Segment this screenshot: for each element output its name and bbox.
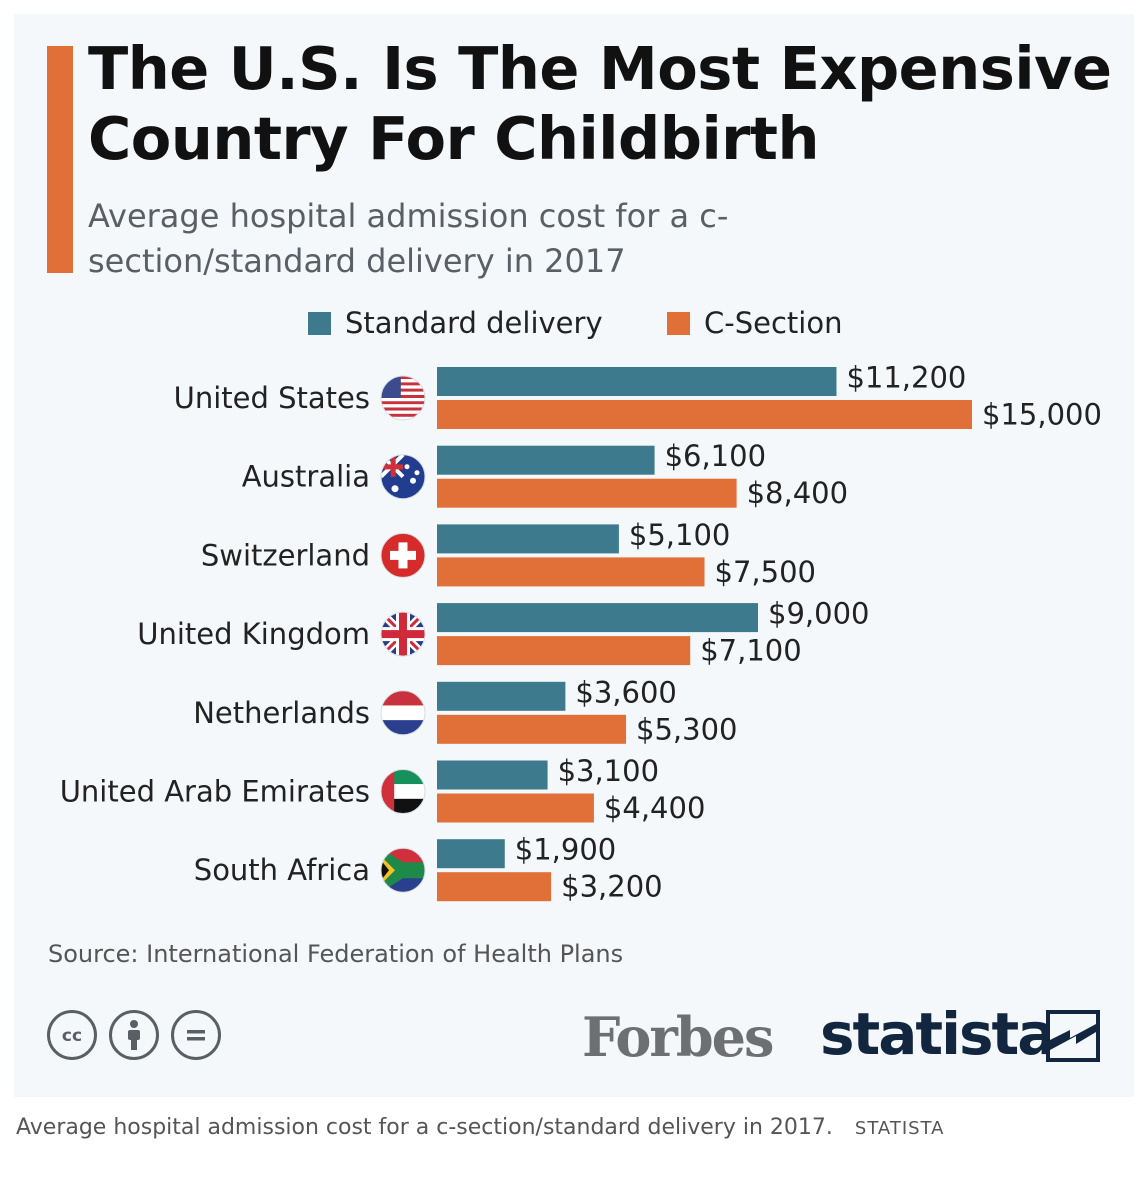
- bar-csection: [437, 557, 705, 587]
- value-label-standard: $9,000: [768, 597, 869, 631]
- legend-swatch-standard: [308, 311, 331, 335]
- source-note: Source: International Federation of Heal…: [48, 940, 624, 968]
- south-africa-flag-icon: [380, 847, 426, 893]
- legend-label-csection: C-Section: [704, 306, 843, 340]
- value-label-csection: $7,500: [715, 555, 816, 589]
- category-label: United States: [174, 381, 370, 415]
- bar-standard: [437, 681, 566, 711]
- chart-subtitle: Average hospital admission cost for a c-…: [88, 197, 729, 280]
- category-label: United Arab Emirates: [60, 775, 370, 809]
- bar-standard: [437, 760, 548, 790]
- bar-standard: [437, 603, 758, 633]
- value-label-csection: $7,100: [700, 634, 801, 668]
- value-label-csection: $5,300: [636, 712, 737, 746]
- value-label-standard: $11,200: [846, 361, 966, 395]
- bar-csection: [437, 636, 691, 666]
- no-derivatives-icon: [171, 1010, 221, 1060]
- cc-icon: cc: [47, 1010, 97, 1060]
- caption-text: Average hospital admission cost for a c-…: [16, 1115, 833, 1140]
- license-icons: cc: [47, 1010, 221, 1060]
- svg-text:cc: cc: [62, 1026, 82, 1046]
- value-label-standard: $3,600: [575, 675, 676, 709]
- legend-swatch-csection: [667, 311, 690, 335]
- value-label-standard: $5,100: [629, 518, 730, 552]
- bar-standard: [437, 367, 837, 396]
- statista-mark-icon: [1046, 1010, 1100, 1062]
- value-label-standard: $1,900: [515, 833, 616, 867]
- legend-item-standard: Standard delivery: [308, 306, 603, 340]
- switzerland-flag-icon: [380, 532, 426, 578]
- chart-title: The U.S. Is The Most Expensive Country F…: [88, 34, 1112, 173]
- category-label: Netherlands: [193, 696, 370, 730]
- bar-standard: [437, 839, 505, 869]
- caption-credit: STATISTA: [854, 1118, 945, 1139]
- legend-label-standard: Standard delivery: [345, 306, 603, 340]
- bar-csection: [437, 872, 552, 902]
- title-accent-bar: [47, 46, 73, 273]
- bar-csection: [437, 400, 972, 429]
- legend: Standard delivery C-Section: [0, 306, 1141, 346]
- forbes-logo: Forbes: [582, 1005, 774, 1069]
- category-label: Australia: [242, 460, 370, 494]
- legend-item-csection: C-Section: [667, 306, 842, 340]
- bar-standard: [437, 445, 655, 475]
- australia-flag-icon: [380, 454, 426, 500]
- value-label-standard: $6,100: [665, 439, 766, 473]
- value-label-csection: $8,400: [747, 476, 848, 510]
- category-label: South Africa: [194, 853, 370, 887]
- bar-csection: [437, 793, 594, 823]
- us-flag-icon: [380, 375, 426, 421]
- uk-flag-icon: [380, 611, 426, 657]
- statista-logo: statista: [820, 1000, 1056, 1068]
- attribution-icon: [109, 1010, 159, 1060]
- uae-flag-icon: [380, 769, 426, 814]
- value-label-standard: $3,100: [558, 754, 659, 788]
- bar-csection: [437, 478, 737, 508]
- value-label-csection: $3,200: [561, 870, 662, 904]
- infographic-card: [14, 14, 1134, 1097]
- category-label: United Kingdom: [137, 617, 370, 651]
- value-label-csection: $4,400: [604, 791, 705, 825]
- bar-csection: [437, 714, 627, 744]
- category-label: Switzerland: [201, 538, 370, 572]
- value-label-csection: $15,000: [982, 398, 1102, 432]
- bar-standard: [437, 524, 619, 554]
- image-caption: Average hospital admission cost for a c-…: [16, 1115, 944, 1140]
- netherlands-flag-icon: [380, 690, 426, 736]
